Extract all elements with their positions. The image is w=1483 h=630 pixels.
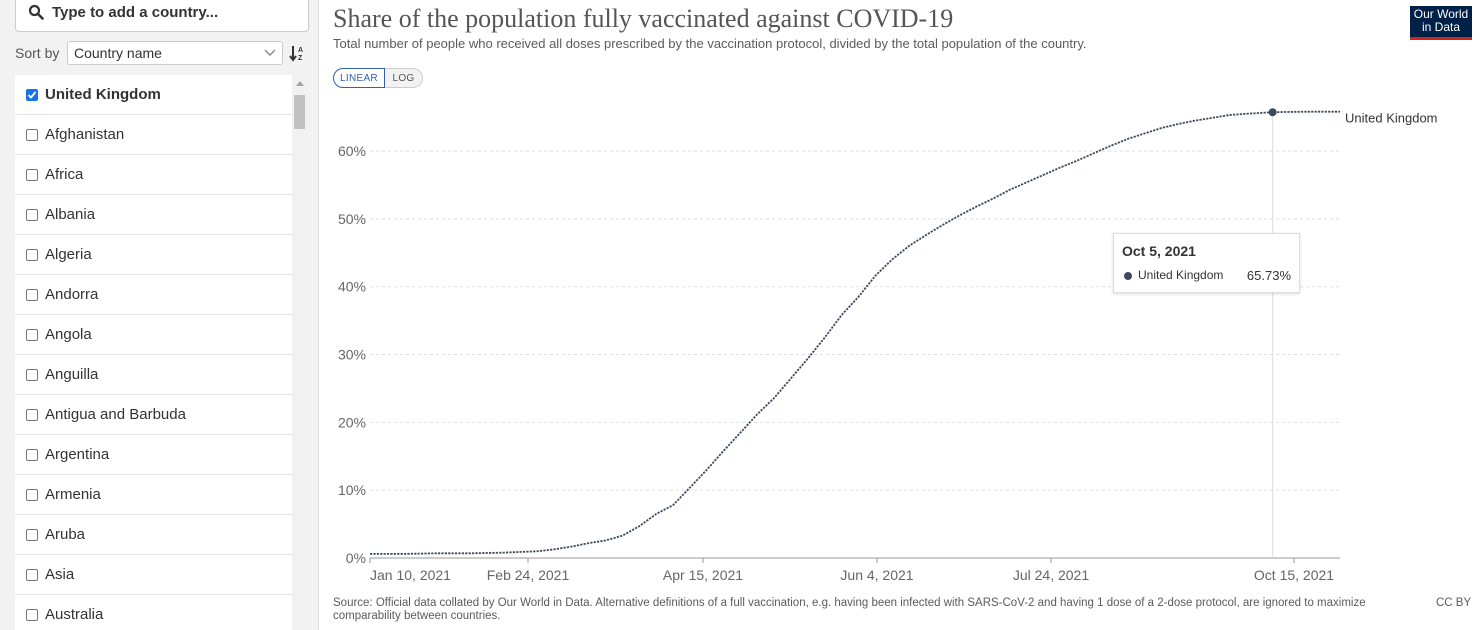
- country-label: Angola: [45, 326, 92, 343]
- search-icon: [28, 4, 44, 20]
- country-item[interactable]: Antigua and Barbuda: [15, 395, 292, 435]
- checkbox-checked[interactable]: [26, 88, 38, 101]
- sort-select-value: Country name: [74, 45, 162, 61]
- country-label: Afghanistan: [45, 126, 125, 143]
- x-tick-label: Jul 24, 2021: [1013, 567, 1089, 583]
- country-list-scrollbar[interactable]: [292, 75, 307, 630]
- checkbox[interactable]: [26, 368, 38, 381]
- country-item[interactable]: Anguilla: [15, 355, 292, 395]
- checkbox[interactable]: [26, 128, 38, 141]
- sort-row: Sort by Country name A Z: [15, 40, 310, 66]
- country-item[interactable]: Albania: [15, 195, 292, 235]
- y-tick-label: 0%: [346, 550, 366, 566]
- chart-tooltip: Oct 5, 2021 United Kingdom 65.73%: [1113, 233, 1300, 293]
- country-label: Australia: [45, 606, 104, 623]
- country-label: Asia: [45, 566, 75, 583]
- owid-logo[interactable]: Our World in Data: [1410, 6, 1472, 40]
- checkbox[interactable]: [26, 448, 38, 461]
- country-search[interactable]: [15, 0, 309, 32]
- country-label: Albania: [45, 206, 96, 223]
- logo-line2: in Data: [1421, 20, 1461, 34]
- svg-text:A: A: [298, 47, 303, 54]
- y-tick-label: 50%: [338, 211, 366, 227]
- sort-label: Sort by: [15, 45, 60, 61]
- country-item[interactable]: Argentina: [15, 435, 292, 475]
- highlight-point: [1268, 108, 1277, 117]
- checkbox[interactable]: [26, 168, 38, 181]
- linear-scale-button[interactable]: LINEAR: [333, 68, 385, 88]
- logo-line1: Our World: [1413, 7, 1469, 21]
- country-item[interactable]: Asia: [15, 555, 292, 595]
- y-tick-label: 40%: [338, 279, 366, 295]
- sort-select[interactable]: Country name: [67, 41, 283, 65]
- y-tick-label: 20%: [338, 414, 366, 430]
- country-label: Armenia: [45, 486, 101, 503]
- country-label: Africa: [45, 166, 84, 183]
- scale-toggle: LINEAR LOG: [333, 68, 423, 88]
- chevron-down-icon: [264, 49, 276, 56]
- x-tick-label: Jun 4, 2021: [840, 567, 913, 583]
- country-label: Andorra: [45, 286, 99, 303]
- checkbox[interactable]: [26, 488, 38, 501]
- scroll-up-arrow[interactable]: [296, 81, 304, 86]
- svg-text:Z: Z: [298, 55, 303, 62]
- x-tick-label: Jan 10, 2021: [370, 567, 451, 583]
- country-item[interactable]: Armenia: [15, 475, 292, 515]
- country-label: Algeria: [45, 246, 92, 263]
- x-tick-label: Apr 15, 2021: [663, 567, 743, 583]
- tooltip-value: 65.73%: [1246, 268, 1291, 283]
- sort-order-icon[interactable]: A Z: [289, 44, 305, 62]
- country-label: Argentina: [45, 446, 110, 463]
- log-scale-button[interactable]: LOG: [385, 68, 423, 88]
- license-link[interactable]: CC BY: [1436, 597, 1472, 609]
- chart-title: Share of the population fully vaccinated…: [333, 4, 954, 33]
- y-tick-label: 10%: [338, 482, 366, 498]
- x-tick-label: Feb 24, 2021: [487, 567, 570, 583]
- checkbox[interactable]: [26, 608, 38, 621]
- country-sidebar: Sort by Country name A Z United Kingdom A…: [0, 0, 319, 630]
- country-label: United Kingdom: [45, 86, 161, 103]
- checkbox[interactable]: [26, 208, 38, 221]
- y-tick-label: 30%: [338, 347, 366, 363]
- series-line: [370, 110, 1340, 555]
- checkbox[interactable]: [26, 248, 38, 261]
- source-note: Source: Official data collated by Our Wo…: [333, 597, 1366, 622]
- chart-subtitle: Total number of people who received all …: [333, 36, 1087, 51]
- country-item[interactable]: Andorra: [15, 275, 292, 315]
- country-label: Anguilla: [45, 366, 99, 383]
- country-item[interactable]: Algeria: [15, 235, 292, 275]
- checkbox[interactable]: [26, 328, 38, 341]
- tooltip-series-dot: [1124, 272, 1132, 280]
- checkbox[interactable]: [26, 288, 38, 301]
- y-tick-label: 60%: [338, 143, 366, 159]
- country-item[interactable]: Aruba: [15, 515, 292, 555]
- checkbox[interactable]: [26, 528, 38, 541]
- country-item[interactable]: Afghanistan: [15, 115, 292, 155]
- checkbox[interactable]: [26, 408, 38, 421]
- country-item[interactable]: Africa: [15, 155, 292, 195]
- country-label: Aruba: [45, 526, 86, 543]
- country-item[interactable]: United Kingdom: [15, 75, 292, 115]
- logo-bar: [1410, 37, 1472, 40]
- scrollbar-thumb[interactable]: [294, 95, 305, 129]
- search-input[interactable]: [50, 2, 294, 22]
- tooltip-series-name: United Kingdom: [1138, 268, 1224, 282]
- country-label: Antigua and Barbuda: [45, 406, 186, 423]
- x-tick-label: Oct 15, 2021: [1254, 567, 1334, 583]
- series-end-label: United Kingdom: [1345, 111, 1438, 126]
- country-list: United Kingdom Afghanistan Africa Albania Al…: [15, 75, 292, 630]
- check-icon: [27, 90, 37, 99]
- country-item[interactable]: Australia: [15, 595, 292, 630]
- country-item[interactable]: Angola: [15, 315, 292, 355]
- checkbox[interactable]: [26, 568, 38, 581]
- tooltip-date: Oct 5, 2021: [1122, 243, 1196, 259]
